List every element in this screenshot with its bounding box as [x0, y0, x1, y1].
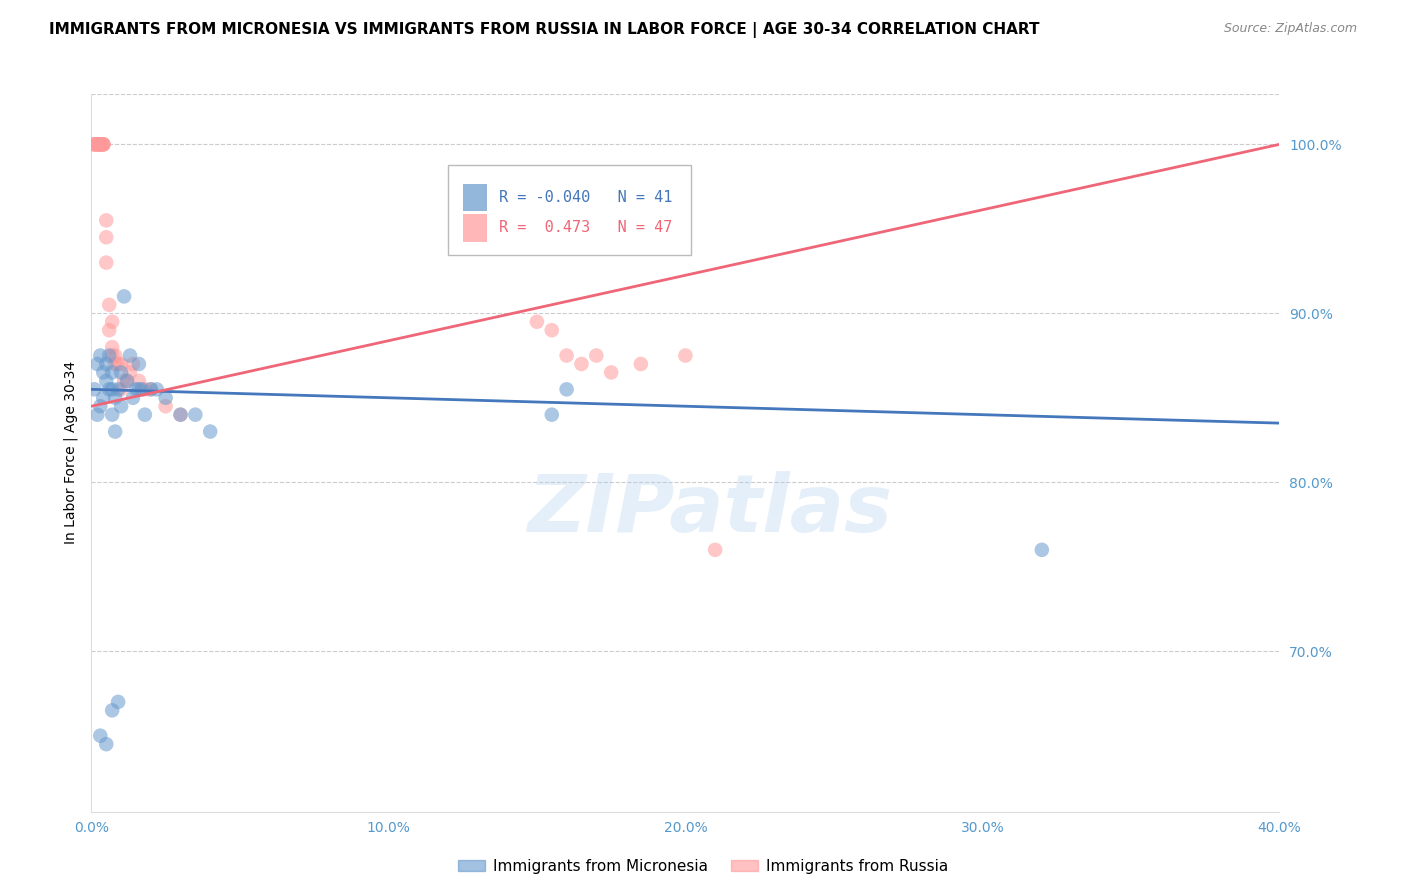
Point	[128, 374, 150, 388]
Point	[139, 382, 162, 396]
Point	[540, 408, 562, 422]
Point	[115, 374, 138, 388]
Point	[89, 137, 111, 152]
Point	[96, 737, 118, 751]
Point	[86, 357, 108, 371]
Point	[673, 349, 696, 363]
Point	[86, 408, 108, 422]
Point	[91, 137, 114, 152]
Y-axis label: In Labor Force | Age 30-34: In Labor Force | Age 30-34	[63, 361, 77, 544]
Point	[112, 374, 135, 388]
Point	[169, 408, 191, 422]
Point	[101, 382, 124, 396]
Point	[101, 315, 124, 329]
Point	[107, 357, 129, 371]
Point	[91, 137, 114, 152]
Text: R =  0.473   N = 47: R = 0.473 N = 47	[499, 220, 672, 235]
Point	[91, 366, 114, 380]
Point	[128, 382, 150, 396]
Point	[1031, 542, 1053, 557]
Point	[89, 729, 111, 743]
Point	[91, 391, 114, 405]
Point	[526, 315, 548, 329]
Point	[630, 357, 652, 371]
Point	[96, 357, 118, 371]
Point	[83, 382, 105, 396]
Point	[125, 382, 148, 396]
Point	[184, 408, 207, 422]
Point	[86, 137, 108, 152]
Point	[139, 382, 162, 396]
Point	[107, 382, 129, 396]
Point	[96, 230, 118, 244]
Point	[122, 391, 145, 405]
Point	[600, 366, 623, 380]
Point	[115, 374, 138, 388]
Point	[86, 137, 108, 152]
Point	[96, 255, 118, 269]
Point	[104, 391, 127, 405]
FancyBboxPatch shape	[447, 166, 692, 255]
Point	[118, 349, 141, 363]
Point	[91, 137, 114, 152]
Point	[101, 408, 124, 422]
Point	[83, 137, 105, 152]
Point	[101, 349, 124, 363]
Point	[104, 357, 127, 371]
Point	[169, 408, 191, 422]
Point	[110, 382, 132, 396]
Point	[104, 425, 127, 439]
Point	[540, 323, 562, 337]
Point	[98, 323, 121, 337]
FancyBboxPatch shape	[463, 184, 486, 211]
Point	[110, 357, 132, 371]
Point	[155, 391, 177, 405]
Point	[134, 382, 156, 396]
Point	[200, 425, 222, 439]
Point	[134, 408, 156, 422]
Point	[571, 357, 593, 371]
Point	[155, 399, 177, 413]
Point	[89, 137, 111, 152]
Text: Source: ZipAtlas.com: Source: ZipAtlas.com	[1223, 22, 1357, 36]
Point	[118, 366, 141, 380]
Point	[91, 137, 114, 152]
Point	[145, 382, 167, 396]
Point	[122, 357, 145, 371]
Point	[555, 382, 578, 396]
Point	[101, 340, 124, 354]
Point	[89, 137, 111, 152]
Point	[101, 703, 124, 717]
Point	[83, 137, 105, 152]
Point	[555, 349, 578, 363]
Point	[98, 298, 121, 312]
Point	[107, 695, 129, 709]
Point	[112, 289, 135, 303]
Point	[128, 357, 150, 371]
Point	[131, 382, 153, 396]
Point	[101, 366, 124, 380]
Point	[104, 349, 127, 363]
Point	[89, 349, 111, 363]
Point	[89, 399, 111, 413]
Point	[110, 399, 132, 413]
FancyBboxPatch shape	[463, 214, 486, 242]
Text: ZIPatlas: ZIPatlas	[527, 471, 891, 549]
Point	[89, 137, 111, 152]
Text: R = -0.040   N = 41: R = -0.040 N = 41	[499, 190, 672, 205]
Point	[96, 374, 118, 388]
Text: IMMIGRANTS FROM MICRONESIA VS IMMIGRANTS FROM RUSSIA IN LABOR FORCE | AGE 30-34 : IMMIGRANTS FROM MICRONESIA VS IMMIGRANTS…	[49, 22, 1039, 38]
Point	[704, 542, 727, 557]
Point	[585, 349, 607, 363]
Point	[110, 366, 132, 380]
Legend: Immigrants from Micronesia, Immigrants from Russia: Immigrants from Micronesia, Immigrants f…	[451, 853, 955, 880]
Point	[83, 137, 105, 152]
Point	[98, 349, 121, 363]
Point	[96, 213, 118, 227]
Point	[86, 137, 108, 152]
Point	[86, 137, 108, 152]
Point	[98, 382, 121, 396]
Point	[89, 137, 111, 152]
